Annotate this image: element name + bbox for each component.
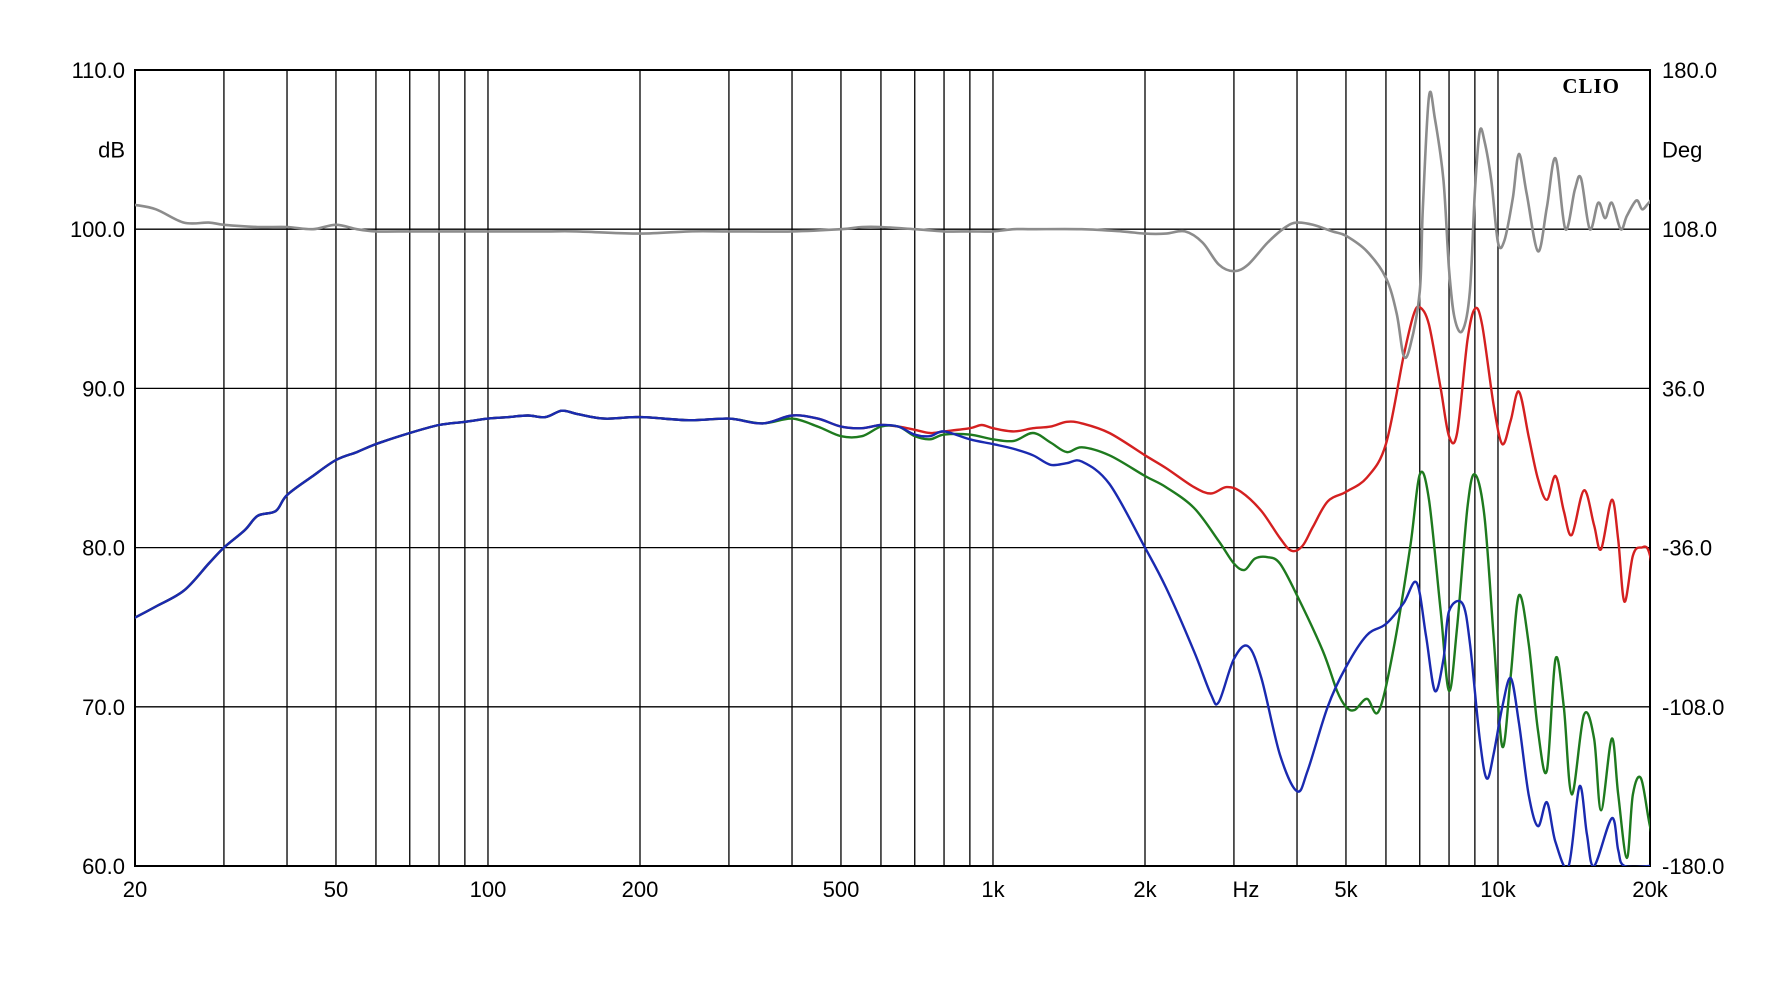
y-right-tick-label: -36.0: [1662, 536, 1712, 561]
y-left-tick-label: 80.0: [82, 536, 125, 561]
labels-layer: 60.0 70.0 80.0 90.0 100.0 110.0 -180.0 -108.0 -3…: [70, 58, 1724, 902]
y-right-tick-label: -108.0: [1662, 695, 1724, 720]
x-tick-label: 100: [470, 877, 507, 902]
right-axis-label: Deg: [1662, 138, 1702, 163]
y-right-tick-label: 36.0: [1662, 376, 1705, 401]
brand-label: CLIO: [1562, 74, 1620, 98]
vertical-gridlines: [134, 70, 1651, 866]
series-line-blue: [135, 409, 1650, 866]
x-tick-label: 1k: [981, 877, 1005, 902]
plot-frame: [134, 69, 1651, 867]
y-left-tick-label: 110.0: [72, 58, 125, 83]
x-tick-label: 50: [324, 877, 348, 902]
x-tick-label: 2k: [1133, 877, 1157, 902]
x-tick-label: 10k: [1480, 877, 1516, 902]
y-right-tick-label: 108.0: [1662, 217, 1717, 242]
series-layer: [135, 90, 1650, 866]
x-tick-label: 500: [823, 877, 860, 902]
y-left-tick-label: 60.0: [82, 854, 125, 879]
series-line-green: [135, 409, 1650, 860]
y-right-tick-label: 180.0: [1662, 58, 1717, 83]
y-left-tick-label: 70.0: [82, 695, 125, 720]
y-right-tick-label: -180.0: [1662, 854, 1724, 879]
y-left-tick-label: 100.0: [70, 217, 125, 242]
left-axis-label: dB: [98, 138, 125, 163]
series-line-phase: [135, 90, 1650, 359]
y-left-tick-label: 90.0: [82, 376, 125, 401]
x-tick-label: 200: [622, 877, 659, 902]
x-tick-label: 20: [123, 877, 147, 902]
x-tick-label: 5k: [1334, 877, 1358, 902]
x-axis-unit-label: Hz: [1232, 877, 1259, 902]
x-tick-label: 20k: [1632, 877, 1668, 902]
